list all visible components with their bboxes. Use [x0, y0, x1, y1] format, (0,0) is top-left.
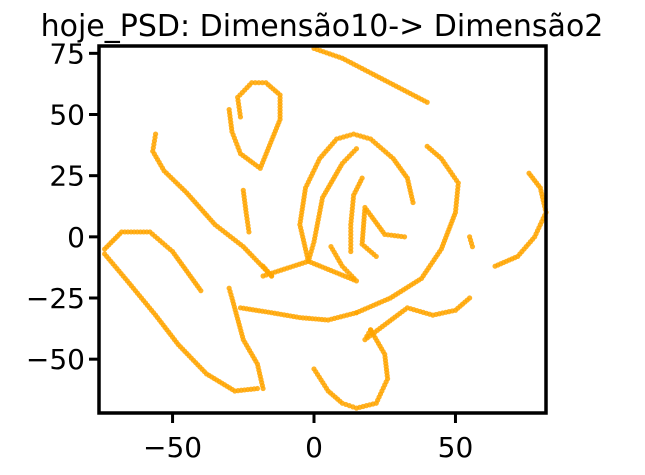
y-tick-label: −50 [26, 343, 85, 376]
y-tick-label: 50 [49, 99, 85, 132]
y-tick-label: 0 [67, 221, 85, 254]
y-axis: 75 50 25 0 −25 −50 [26, 37, 99, 376]
y-tick-label: −25 [26, 282, 85, 315]
x-axis: −50 0 50 [143, 413, 473, 464]
data-points [102, 45, 549, 411]
y-tick-label: 75 [49, 37, 85, 70]
data-point [260, 263, 266, 269]
data-point [424, 99, 430, 105]
data-point [467, 295, 473, 301]
x-tick-label: 0 [305, 431, 323, 464]
data-point [410, 199, 416, 206]
data-point [353, 146, 360, 152]
data-point [254, 385, 261, 392]
data-point [359, 175, 365, 181]
y-tick-label: 25 [49, 160, 85, 193]
plot-frame [97, 44, 548, 415]
data-point [198, 288, 204, 294]
data-point [246, 229, 252, 235]
data-point [526, 170, 532, 176]
x-tick-label: −50 [143, 431, 202, 464]
chart-title: hoje_PSD: Dimensão10-> Dimensão2 [41, 9, 604, 44]
data-point [401, 234, 408, 240]
data-point [469, 244, 476, 250]
data-point [260, 385, 266, 392]
x-tick-label: 50 [438, 431, 474, 464]
data-point [424, 143, 430, 149]
data-point [226, 107, 232, 113]
